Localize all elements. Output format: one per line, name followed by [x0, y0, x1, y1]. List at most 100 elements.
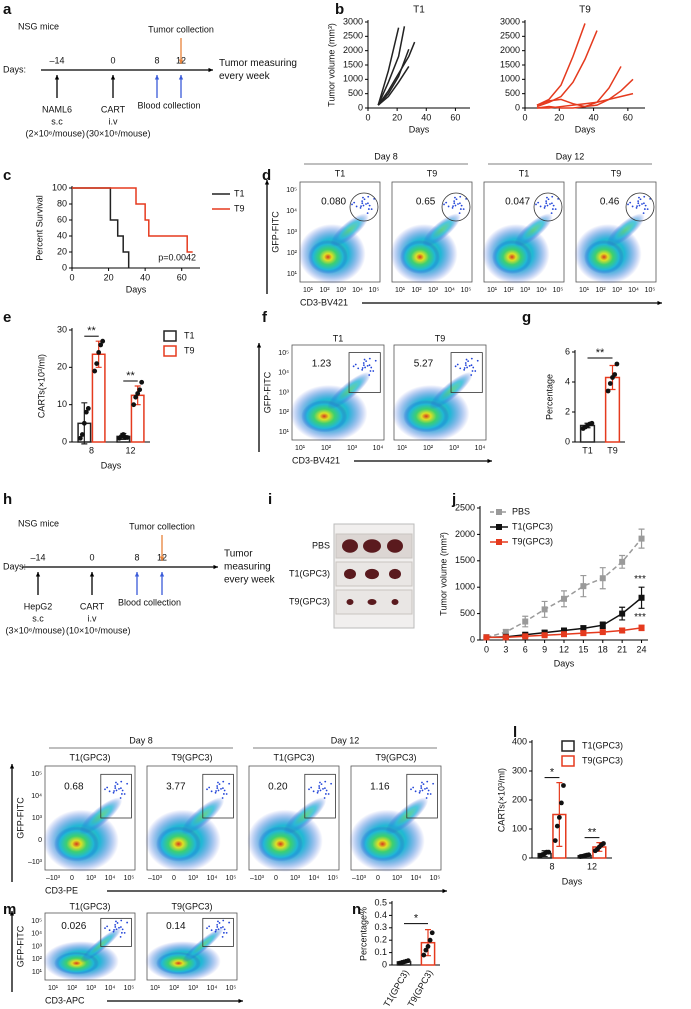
survival-curve [72, 187, 130, 268]
measuring-note: Tumor [224, 549, 253, 560]
flow-dot [104, 788, 106, 791]
x-tick-label: 10² [319, 287, 330, 294]
flow-dot [550, 212, 553, 215]
x-tick-label: 15 [578, 644, 588, 654]
x-tick-label: –10³ [352, 875, 367, 882]
x-tick-label: 0 [365, 112, 370, 122]
injection-dose: (30×10⁶/mouse) [86, 128, 151, 138]
flow-density [301, 400, 348, 433]
gate-value: 0.65 [416, 197, 436, 208]
flow-dot [106, 925, 109, 928]
flow-dot [459, 202, 461, 205]
gate [202, 773, 234, 819]
flow-dot [115, 781, 117, 784]
flow-dot [646, 208, 649, 211]
y-tick-label: 0 [565, 436, 570, 446]
legend-label: T9(GPC3) [512, 536, 553, 546]
flow-dot [217, 781, 219, 784]
flow-dot [206, 927, 208, 930]
flow-dot [644, 204, 647, 207]
tumor-collection: Tumor collection [148, 24, 214, 34]
flow-dot [474, 370, 477, 372]
flow-dot [108, 929, 111, 932]
data-point [92, 368, 98, 374]
flow-dot [319, 781, 321, 784]
flow-dot [421, 789, 424, 792]
flow-dot [222, 780, 225, 783]
flow-dot [426, 780, 429, 783]
y-tick-label: 0 [515, 102, 520, 112]
legend-label: T1(GPC3) [582, 740, 623, 750]
day-label: 0 [89, 552, 94, 562]
flow-dot [217, 920, 219, 923]
sample-label: T1 [333, 333, 344, 343]
y-tick-label: 80 [57, 198, 67, 208]
flow-dot [361, 200, 364, 203]
measuring-note: every week [219, 71, 271, 82]
flow-dot [353, 201, 356, 204]
data-point [601, 841, 606, 846]
x-tick-label: 24 [637, 644, 647, 654]
x-tick-label: 10³ [392, 875, 403, 882]
marker [599, 622, 606, 629]
gate-value: 0.026 [61, 921, 86, 932]
flow-dot [643, 195, 646, 198]
gate [406, 773, 438, 819]
flow-dot [470, 374, 473, 376]
flow-dot [422, 783, 425, 785]
sample-label: T1 [335, 168, 346, 178]
flow-dot [361, 368, 364, 371]
flow-dot [552, 204, 555, 207]
y-axis-label: GFP-FITC [15, 925, 25, 967]
flow-dot [351, 203, 353, 206]
flow-dot [418, 791, 421, 794]
flow-dot [447, 205, 450, 208]
data-point [586, 852, 592, 858]
injection-dose: (3×10⁶/mouse) [6, 625, 65, 635]
y-tick-label: 0.5 [374, 897, 387, 907]
gate [202, 917, 234, 947]
data-point [83, 409, 89, 415]
x-tick-label: 6 [523, 644, 528, 654]
flow-density [156, 826, 201, 862]
marker [638, 594, 645, 601]
y-tick-label: 10⁵ [286, 187, 297, 194]
significance: * [550, 767, 555, 779]
flow-dot [365, 203, 367, 205]
data-point [94, 361, 100, 366]
marker [619, 610, 626, 617]
panel-letter: d [262, 167, 271, 184]
marker [483, 634, 490, 641]
x-tick-label: 3 [503, 644, 508, 654]
y-tick-label: 10⁴ [31, 931, 42, 938]
gate [100, 773, 132, 819]
flow-dot [362, 364, 365, 366]
x-tick-label: 10⁴ [373, 445, 384, 452]
flow-dot [543, 207, 546, 209]
x-tick-label: 40 [140, 272, 150, 282]
legend-label: T1 [234, 188, 245, 198]
marker [561, 631, 567, 638]
series-line [377, 48, 410, 106]
y-tick-label: 10³ [279, 389, 290, 396]
flow-dot [114, 785, 117, 787]
photo-row-label: PBS [312, 540, 330, 550]
y-tick-label: 10⁴ [286, 208, 297, 215]
flow-dot [451, 207, 454, 209]
y-tick-label: 500 [348, 88, 363, 98]
arrow-head [35, 572, 41, 577]
flow-dot [546, 204, 549, 207]
y-tick-label: 10³ [32, 815, 43, 822]
flow-dot [425, 797, 428, 799]
flow-dot [631, 205, 634, 208]
marker [502, 629, 509, 636]
x-tick-label: T1 [582, 445, 593, 455]
y-axis-label: Tumor volume (mm³) [438, 532, 448, 616]
flow-dot [410, 788, 412, 791]
gate-value: 0.46 [600, 197, 620, 208]
data-point [425, 944, 431, 949]
x-tick-label: 10⁴ [309, 875, 320, 882]
x-tick-label: 10⁴ [411, 875, 422, 882]
x-tick-label: 60 [177, 272, 187, 282]
flow-dot [216, 785, 219, 787]
